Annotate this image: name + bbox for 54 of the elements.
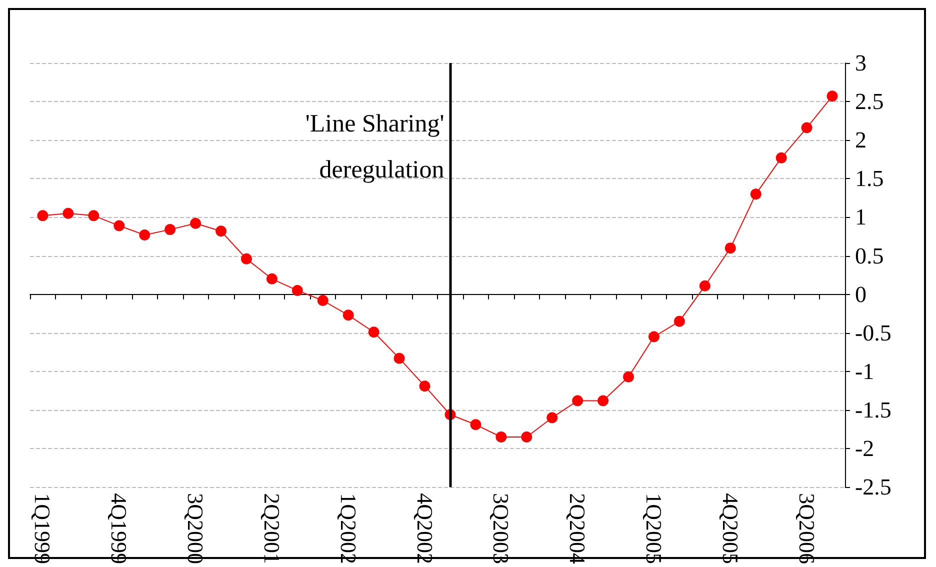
y-tick-label: 2.5 — [855, 89, 884, 114]
point — [292, 284, 303, 296]
point — [37, 210, 48, 222]
point — [801, 122, 812, 134]
point — [674, 316, 685, 327]
y-tick-label: 0.5 — [855, 243, 884, 268]
y-tick-label: -1.5 — [855, 398, 892, 422]
point — [750, 188, 762, 200]
y-tick-label: 0 — [855, 282, 866, 307]
point — [216, 226, 227, 237]
y-tick-label: 3 — [855, 50, 866, 76]
x-tick-label: 3Q2006 — [794, 493, 820, 564]
y-tick-label: -0.5 — [855, 320, 892, 346]
x-tick-label: 4Q2002 — [412, 493, 438, 564]
x-tick-label: 3Q2003 — [488, 493, 514, 564]
point — [699, 280, 710, 292]
y-tick-label: -2.5 — [855, 474, 892, 500]
y-tick-label: 1 — [855, 204, 866, 230]
point — [342, 310, 354, 321]
x-tick-label: 1Q2002 — [336, 493, 361, 564]
point — [521, 431, 532, 442]
x-tick-label: 2Q2004 — [565, 493, 590, 564]
point — [368, 326, 380, 338]
point — [724, 242, 736, 254]
point — [572, 395, 584, 406]
x-tick-label: 1Q2005 — [641, 493, 666, 564]
point — [88, 210, 100, 222]
point — [164, 224, 176, 236]
point — [62, 208, 74, 219]
y-tick-label: -2 — [855, 436, 874, 462]
point — [317, 295, 328, 306]
y-tick-label: -1 — [855, 358, 874, 384]
point — [190, 218, 202, 229]
x-tick-label: 1Q1999 — [30, 493, 56, 564]
x-tick-label: 4Q1999 — [106, 493, 132, 564]
y-tick-label: 1.5 — [855, 166, 884, 192]
point — [826, 90, 838, 102]
x-tick-label: 3Q2000 — [183, 493, 208, 564]
point — [240, 253, 252, 264]
point — [776, 152, 787, 164]
point — [394, 352, 405, 364]
point — [648, 331, 660, 342]
point — [139, 229, 150, 240]
point — [419, 380, 430, 392]
point — [496, 431, 507, 442]
point — [546, 412, 558, 424]
y-tick-label: 2 — [855, 128, 866, 153]
point — [598, 395, 609, 406]
point — [114, 220, 125, 232]
annotation: 'Line Sharing' deregulation — [305, 110, 445, 184]
point — [266, 273, 278, 284]
point — [623, 371, 634, 382]
x-tick-label: 4Q2005 — [718, 493, 743, 564]
point — [470, 419, 482, 430]
